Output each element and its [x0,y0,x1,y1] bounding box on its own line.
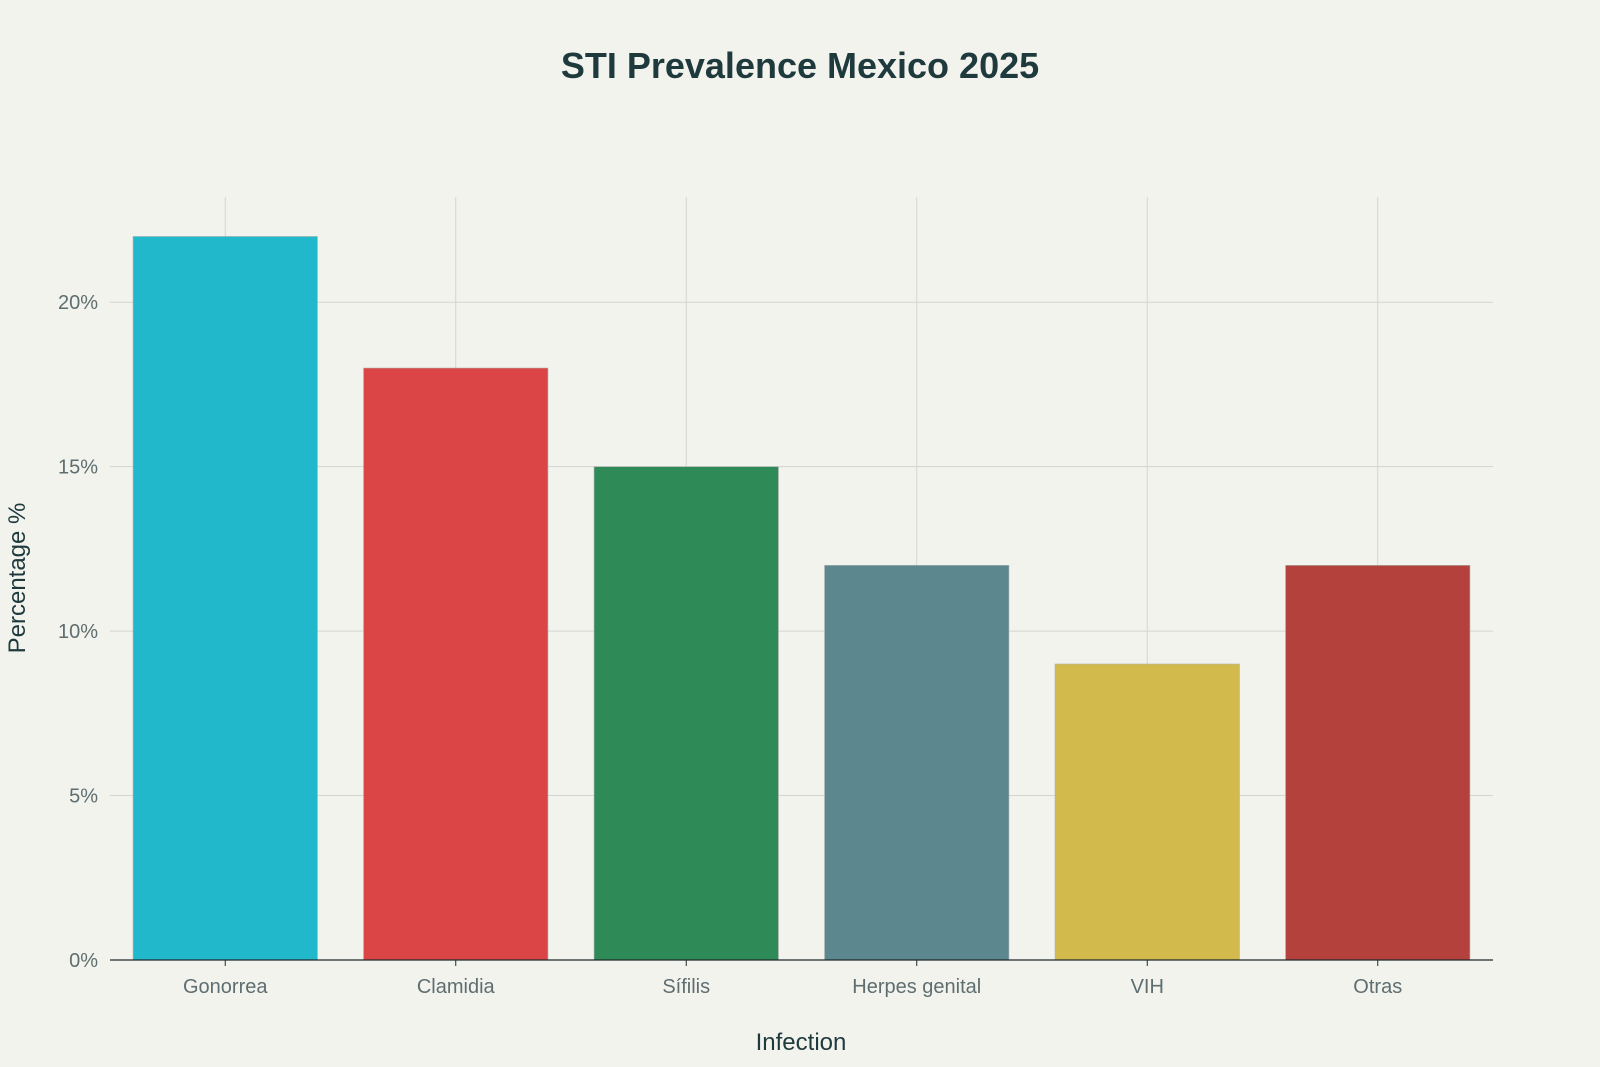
y-tick-label: 15% [58,457,98,479]
bar-otras [1285,565,1471,961]
x-axis-label: Infection [756,1029,847,1056]
x-tick-label: Sífilis [662,976,710,998]
bar-herpes-genital [824,565,1010,961]
bar-sífilis [593,466,779,961]
x-tick-label: Herpes genital [852,976,981,998]
y-axis-ticks: 0% 5% 10% 15% 20% [58,292,98,972]
x-tick-label: Gonorrea [183,976,268,998]
y-tick-label: 10% [58,621,98,643]
y-tick-label: 20% [58,292,98,314]
chart-title: STI Prevalence Mexico 2025 [561,45,1039,86]
x-axis-ticks: Gonorrea Clamidia Sífilis Herpes genital VIH… [183,960,1402,998]
bar-vih [1054,663,1240,961]
bar-gonorrea [132,236,318,961]
y-axis-label: Percentage % [4,503,31,654]
x-tick-label: Clamidia [417,976,496,998]
bar-clamidia [363,367,549,961]
y-tick-label: 0% [69,950,98,972]
x-tick-label: VIH [1131,976,1164,998]
x-tick-label: Otras [1353,976,1402,998]
y-tick-label: 5% [69,786,98,808]
bars [132,236,1471,961]
